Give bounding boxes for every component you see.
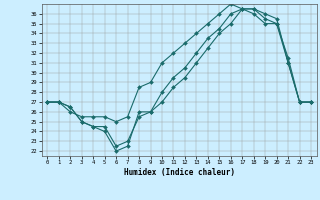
X-axis label: Humidex (Indice chaleur): Humidex (Indice chaleur) — [124, 168, 235, 177]
